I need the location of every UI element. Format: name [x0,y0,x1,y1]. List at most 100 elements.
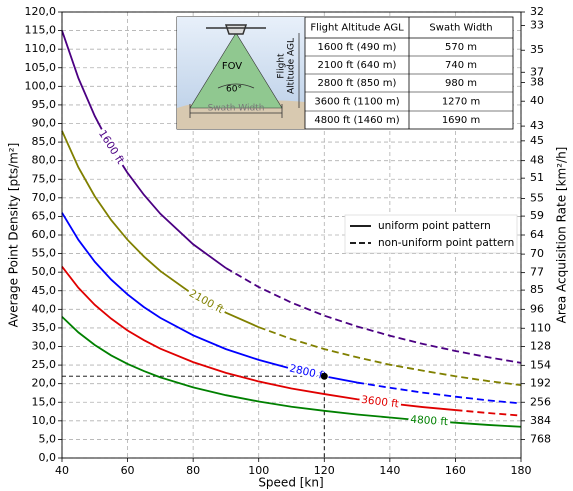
y2-tick-label: 110 [530,321,551,334]
fov-cone [189,32,283,109]
table-cell: 2100 ft (640 m) [318,60,397,71]
y-tick-label: 70,0 [32,191,57,204]
y2-tick-label: 154 [530,358,551,371]
y-tick-label: 10,0 [32,414,57,427]
y2-tick-label: 40 [530,94,544,107]
y-tick-label: 55,0 [32,247,57,260]
series-line [61,130,260,328]
x-tick-label: 120 [314,464,335,477]
y-tick-label: 60,0 [32,228,57,241]
series-line [356,381,522,405]
x-tick-label: 60 [121,464,135,477]
x-tick-label: 160 [445,464,466,477]
y2-axis-title: Area Acquisition Rate [km²/h] [555,147,569,324]
table: Flight Altitude AGL Swath Width 1600 ft (4… [305,23,513,126]
y2-tick-label: 85 [530,283,544,296]
y-tick-label: 0,0 [39,451,57,464]
y2-tick-label: 33 [530,19,544,32]
series-line [455,409,522,417]
y-tick-label: 5,0 [39,432,57,445]
swath-label: Swath Width [208,104,265,114]
y-tick-label: 85,0 [32,135,57,148]
x-tick-label: 180 [511,464,532,477]
y2-tick-label: 35 [530,43,544,56]
y-tick-label: 95,0 [32,98,57,111]
x-tick-label: 100 [248,464,269,477]
y-tick-label: 50,0 [32,265,57,278]
series-line [258,326,522,387]
y-tick-label: 15,0 [32,395,57,408]
y-tick-label: 110,0 [25,42,57,55]
series-label: 3600 ft [361,394,400,411]
table-cell: 570 m [445,42,477,53]
altitude-label: Flight [277,53,287,79]
series-line [61,212,358,384]
table-cell: 4800 ft (1460 m) [314,115,399,126]
y-tick-label: 20,0 [32,377,57,390]
y-tick-label: 120,0 [25,5,57,18]
table-cell: 1600 ft (490 m) [318,42,397,53]
series-line [225,267,522,364]
y2-tick-label: 51 [530,171,544,184]
x-axis-title: Speed [kn] [258,476,323,490]
y-tick-label: 40,0 [32,302,57,315]
angle-arc [217,83,255,89]
y-tick-label: 115,0 [25,24,57,37]
y-tick-label: 90,0 [32,117,57,130]
legend-label: uniform point pattern [378,220,491,232]
x-tick-label: 40 [55,464,69,477]
y-tick-label: 45,0 [32,284,57,297]
y2-tick-label: 32 [530,5,544,18]
table-header: Swath Width [429,23,492,34]
y2-tick-label: 384 [530,414,551,427]
y2-tick-label: 192 [530,377,551,390]
y2-tick-label: 70 [530,247,544,260]
series-label: 4800 ft [410,414,448,429]
altitude-label: Altitude AGL [287,38,297,94]
x-tick-label: 140 [379,464,400,477]
y-tick-label: 80,0 [32,154,57,167]
y2-tick-label: 77 [530,266,544,279]
y-tick-label: 75,0 [32,172,57,185]
table-cell: 1270 m [442,97,480,108]
table-cell: 3600 ft (1100 m) [314,97,399,108]
y2-tick-label: 55 [530,192,544,205]
series-label: 2800 ft [288,362,327,382]
y2-tick-label: 37 [530,65,544,78]
y-tick-label: 100,0 [25,79,57,92]
inset: FOV 60° Swath Width Flight Altitude AGL … [176,16,514,130]
y-axis-title: Average Point Density [pts/m²] [7,143,21,328]
legend: uniform point pattern non-uniform point p… [344,214,518,254]
aircraft [206,24,266,35]
y2-tick-label: 48 [530,154,544,167]
y2-tick-label: 43 [530,119,544,132]
series-line [61,316,522,428]
y2-tick-label: 59 [530,209,544,222]
table-cell: 2800 ft (850 m) [318,78,397,89]
table-header: Flight Altitude AGL [310,23,404,34]
y2-tick-label: 38 [530,75,544,88]
x-tick-label: 80 [186,464,200,477]
legend-label: non-uniform point pattern [378,237,514,249]
table-cell: 1690 m [442,115,480,126]
fov-label: FOV [222,61,242,72]
series-label: 2100 ft [187,287,226,316]
angle-label: 60° [226,85,242,95]
y-tick-label: 105,0 [25,61,57,74]
y2-tick-label: 96 [530,302,544,315]
y-tick-label: 35,0 [32,321,57,334]
y2-tick-label: 768 [530,432,551,445]
y2-tick-label: 256 [530,395,551,408]
y2-tick-label: 45 [530,134,544,147]
series-line [61,30,227,269]
y-tick-label: 65,0 [32,209,57,222]
y-tick-label: 25,0 [32,358,57,371]
plot-frame [61,11,522,459]
y2-tick-label: 64 [530,228,544,241]
marker-point [320,372,328,380]
table-cell: 740 m [445,60,477,71]
y2-tick-label: 128 [530,340,551,353]
legend-box [344,214,518,254]
series-line [61,266,456,411]
